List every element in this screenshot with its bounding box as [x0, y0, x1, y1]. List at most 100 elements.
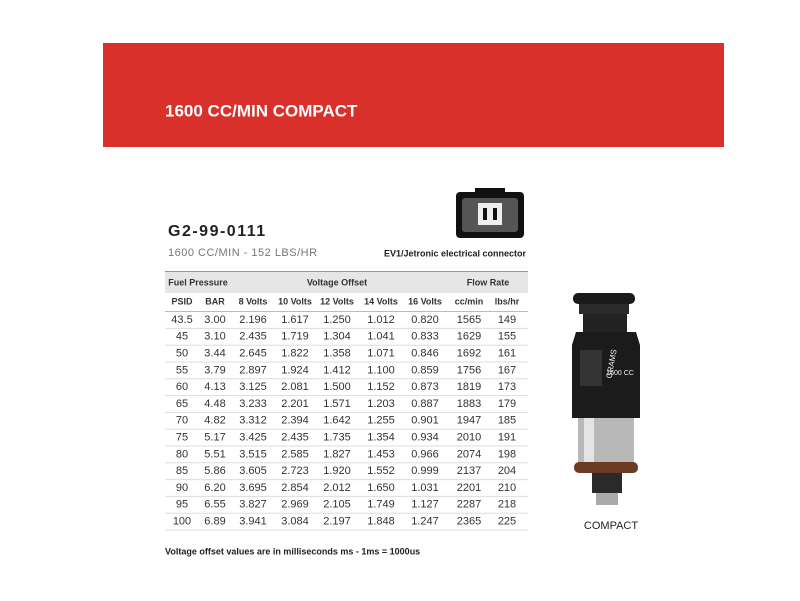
cell: 1.650 — [367, 482, 395, 494]
cell: 1.924 — [281, 364, 309, 376]
cell: 43.5 — [171, 314, 192, 326]
cell: 1.848 — [367, 516, 395, 528]
cell: 2.196 — [239, 314, 267, 326]
banner — [103, 43, 724, 147]
cell: 1.719 — [281, 331, 309, 343]
cell: 1756 — [457, 364, 481, 376]
cell: 1947 — [457, 415, 481, 427]
cell: 204 — [498, 465, 516, 477]
cell: 1.552 — [367, 465, 395, 477]
cell: 2.081 — [281, 381, 309, 393]
cell: 1.071 — [367, 348, 395, 360]
cell: 1.031 — [411, 482, 439, 494]
cell: 2.105 — [323, 499, 351, 511]
cell: 1.642 — [323, 415, 351, 427]
cell: 149 — [498, 314, 516, 326]
group-header-bg — [165, 272, 528, 293]
cell: 1.617 — [281, 314, 309, 326]
cell: 1.041 — [367, 331, 395, 343]
cell: 1692 — [457, 348, 481, 360]
cell: 0.820 — [411, 314, 439, 326]
cell: 95 — [176, 499, 188, 511]
cell: 2.723 — [281, 465, 309, 477]
cell: 2.435 — [281, 432, 309, 444]
cell: 100 — [173, 516, 191, 528]
cell: 0.833 — [411, 331, 439, 343]
cell: 3.125 — [239, 381, 267, 393]
cell: 0.887 — [411, 398, 439, 410]
cell: 3.515 — [239, 448, 267, 460]
cell: 55 — [176, 364, 188, 376]
banner-title: 1600 CC/MIN COMPACT — [165, 101, 358, 120]
cell: 65 — [176, 398, 188, 410]
cell: 0.901 — [411, 415, 439, 427]
cell: 167 — [498, 364, 516, 376]
cell: 1.412 — [323, 364, 351, 376]
cell: 3.425 — [239, 432, 267, 444]
column-header: 10 Volts — [278, 296, 312, 306]
cell: 3.605 — [239, 465, 267, 477]
cell: 2.435 — [239, 331, 267, 343]
cell: 2.394 — [281, 415, 309, 427]
cell: 3.827 — [239, 499, 267, 511]
cell: 3.79 — [204, 364, 225, 376]
cell: 4.82 — [204, 415, 225, 427]
column-header: 16 Volts — [408, 296, 442, 306]
group-header: Flow Rate — [467, 277, 510, 287]
cell: 225 — [498, 516, 516, 528]
part-number: G2-99-0111 — [168, 223, 267, 240]
cell: 198 — [498, 448, 516, 460]
cell: 4.13 — [204, 381, 225, 393]
cell: 1.358 — [323, 348, 351, 360]
cell: 5.51 — [204, 448, 225, 460]
cell: 0.999 — [411, 465, 439, 477]
cell: 6.89 — [204, 516, 225, 528]
group-header: Voltage Offset — [307, 277, 367, 287]
footnote: Voltage offset values are in millisecond… — [165, 546, 420, 556]
flow-table — [165, 271, 528, 293]
cell: 1.822 — [281, 348, 309, 360]
column-header: 8 Volts — [239, 296, 268, 306]
cell: 3.10 — [204, 331, 225, 343]
cell: 3.312 — [239, 415, 267, 427]
cell: 2.897 — [239, 364, 267, 376]
cell: 2.969 — [281, 499, 309, 511]
cell: 60 — [176, 381, 188, 393]
cell: 191 — [498, 432, 516, 444]
cell: 3.233 — [239, 398, 267, 410]
cell: 2287 — [457, 499, 481, 511]
cell: 1.250 — [323, 314, 351, 326]
cell: 80 — [176, 448, 188, 460]
injector-image — [572, 293, 640, 505]
cell: 0.873 — [411, 381, 439, 393]
cell: 161 — [498, 348, 516, 360]
cell: 155 — [498, 331, 516, 343]
cell: 50 — [176, 348, 188, 360]
cell: 5.17 — [204, 432, 225, 444]
cell: 2365 — [457, 516, 481, 528]
cell: 1.920 — [323, 465, 351, 477]
cell: 1.247 — [411, 516, 439, 528]
cell: 45 — [176, 331, 188, 343]
column-header: BAR — [205, 296, 225, 306]
cell: 3.941 — [239, 516, 267, 528]
cell: 75 — [176, 432, 188, 444]
subtitle: 1600 CC/MIN - 152 LBS/HR — [168, 247, 318, 259]
cell: 1819 — [457, 381, 481, 393]
cell: 185 — [498, 415, 516, 427]
cell: 1565 — [457, 314, 481, 326]
column-header: 14 Volts — [364, 296, 398, 306]
cell: 2137 — [457, 465, 481, 477]
cell: 1.749 — [367, 499, 395, 511]
cell: 1.827 — [323, 448, 351, 460]
column-header: lbs/hr — [495, 296, 520, 306]
cell: 6.55 — [204, 499, 225, 511]
cell: 218 — [498, 499, 516, 511]
cell: 1629 — [457, 331, 481, 343]
cell: 2074 — [457, 448, 481, 460]
cell: 1.453 — [367, 448, 395, 460]
cell: 90 — [176, 482, 188, 494]
column-header: PSID — [171, 296, 193, 306]
